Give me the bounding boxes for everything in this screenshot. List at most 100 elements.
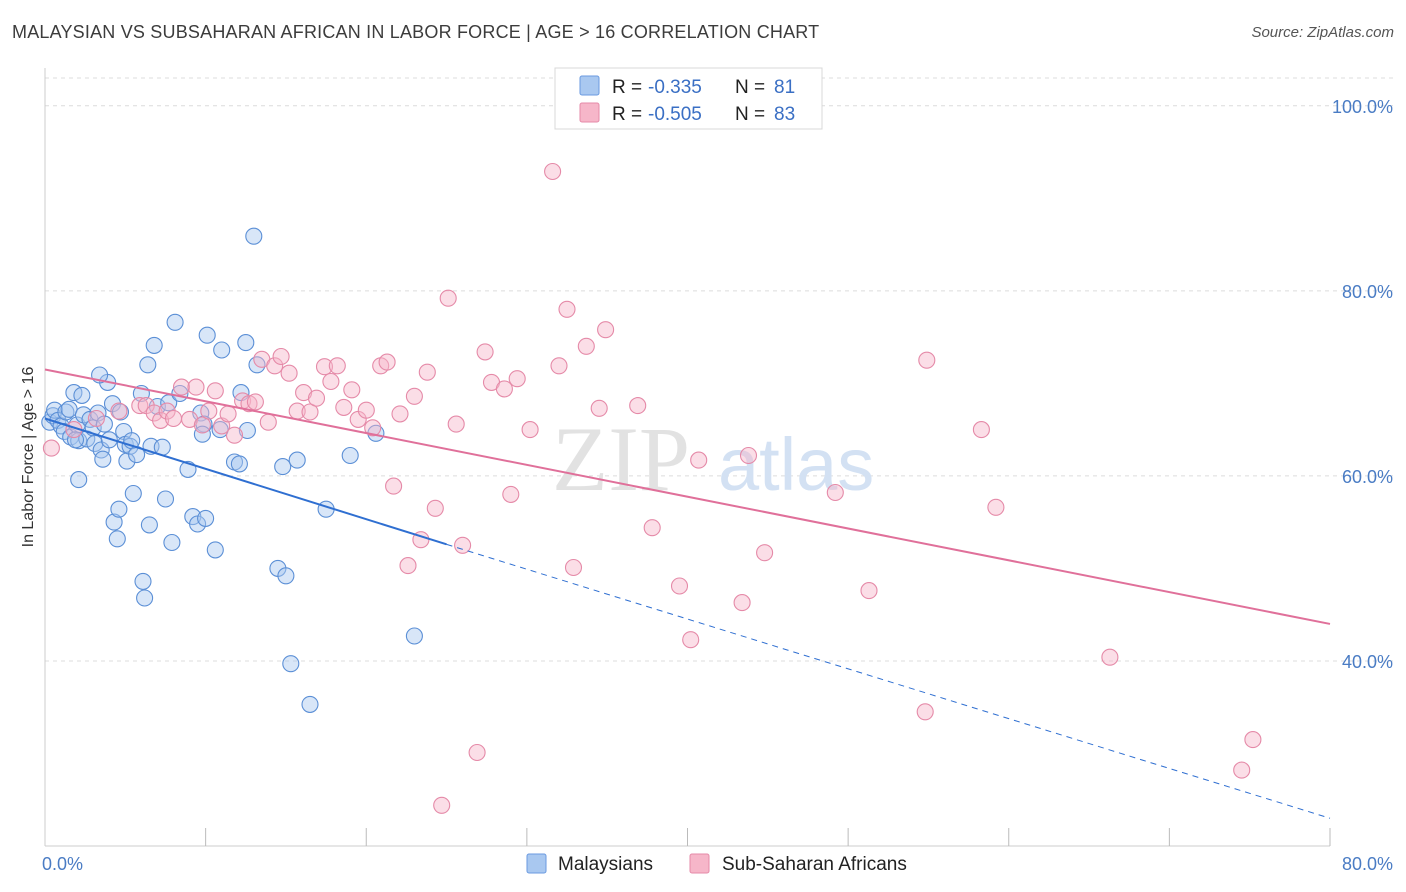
legend-r-label: R = [612,77,642,98]
y-tick-label: 80.0% [1342,282,1393,302]
point-subsaharan [564,558,583,577]
point-subsaharan [246,393,264,411]
legend-r-label: R = [612,104,642,125]
y-tick-label: 40.0% [1342,652,1393,672]
point-subsaharan [454,536,472,554]
point-malaysians [60,400,78,418]
point-subsaharan [1101,648,1119,666]
point-malaysians [166,313,184,331]
point-subsaharan [206,382,224,400]
point-subsaharan [295,384,313,402]
point-subsaharan [259,413,277,431]
point-malaysians [193,425,211,443]
point-malaysians [274,458,292,476]
trend-line-malaysians-extension [446,543,1331,819]
point-subsaharan [690,451,708,469]
bottom-legend-label-subsaharan: Sub-Saharan Africans [722,854,907,875]
x-tick-labels: 0.0% 80.0% [42,854,1393,874]
point-subsaharan [476,343,494,361]
legend-n-label: N = [735,77,765,98]
point-malaysians [111,403,130,421]
bottom-legend-swatch-subsaharan [689,853,710,874]
legend-swatch-malaysians [579,75,600,96]
chart-title: MALAYSIAN VS SUBSAHARAN AFRICAN IN LABOR… [12,22,820,42]
point-malaysians [282,655,300,673]
point-subsaharan [172,378,191,396]
point-subsaharan [433,796,451,814]
point-subsaharan [164,409,183,428]
point-malaysians [245,227,263,245]
point-subsaharan [225,426,244,444]
point-subsaharan [418,363,436,381]
point-subsaharan [42,439,60,457]
y-tick-labels: 40.0% 60.0% 80.0% 100.0% [1332,97,1393,672]
point-malaysians [110,500,128,518]
point-malaysians [108,530,126,548]
point-subsaharan [733,594,751,612]
series-malaysians-points [41,227,423,713]
point-subsaharan [280,364,298,382]
point-subsaharan [972,421,990,439]
correlation-legend: R = -0.335 N = 81 R = -0.505 N = 83 [554,67,823,130]
point-malaysians [230,455,248,473]
point-subsaharan [335,398,353,416]
point-subsaharan [826,483,844,502]
point-subsaharan [328,357,346,375]
point-subsaharan [152,411,170,429]
point-subsaharan [200,402,218,420]
point-malaysians [206,541,224,559]
point-subsaharan [550,357,568,375]
point-subsaharan [131,397,149,415]
trend-line-subsaharan [44,368,1331,625]
point-subsaharan [343,381,361,399]
point-malaysians [198,326,216,344]
point-malaysians [238,421,256,440]
point-subsaharan [301,403,319,421]
point-subsaharan [399,557,417,575]
point-subsaharan [756,544,774,562]
point-malaysians [341,446,359,465]
point-subsaharan [391,405,409,423]
trend-lines [44,368,1331,819]
point-subsaharan [405,387,423,405]
point-malaysians [140,516,158,534]
point-subsaharan [272,347,290,366]
point-subsaharan [670,577,689,595]
point-subsaharan [682,631,700,649]
point-subsaharan [468,743,486,762]
legend-n-value: 81 [774,77,795,98]
point-malaysians [163,533,181,552]
point-malaysians [288,451,306,469]
bottom-legend-swatch-malaysians [526,853,547,874]
point-subsaharan [739,446,758,465]
point-subsaharan [181,410,199,428]
point-malaysians [156,490,175,508]
point-malaysians [145,336,163,354]
point-subsaharan [385,477,403,495]
axes [44,68,1331,847]
legend-n-value: 83 [774,104,795,125]
point-subsaharan [860,582,878,600]
point-malaysians [139,356,157,374]
point-malaysians [213,341,231,359]
point-subsaharan [643,519,661,537]
point-subsaharan [266,357,284,375]
y-tick-label: 100.0% [1332,97,1393,117]
x-tick-label: 0.0% [42,854,83,874]
point-subsaharan [364,419,382,437]
point-subsaharan [219,405,237,423]
legend-r-value: -0.505 [648,104,702,125]
point-malaysians [73,386,91,404]
point-subsaharan [597,321,615,339]
legend-swatch-subsaharan [579,102,600,123]
point-malaysians [237,334,255,352]
point-subsaharan [193,416,211,434]
point-subsaharan [322,372,340,391]
x-tick-label: 80.0% [1342,854,1393,874]
point-malaysians [197,509,215,527]
point-subsaharan [87,409,105,428]
point-subsaharan [240,395,258,413]
bottom-legend-label-malaysians: Malaysians [558,854,653,875]
point-subsaharan [447,415,465,433]
